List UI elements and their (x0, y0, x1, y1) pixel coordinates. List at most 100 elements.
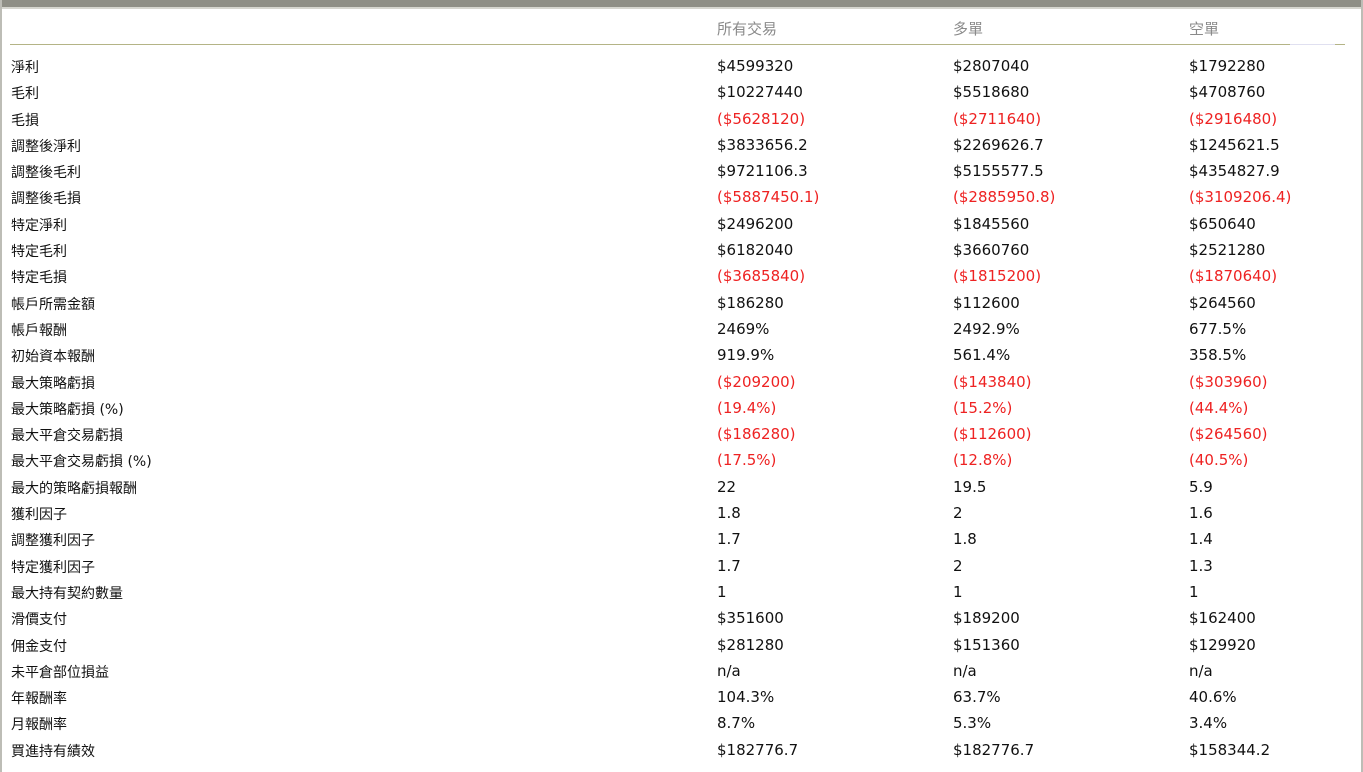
row-label: 調整後淨利 (11, 138, 81, 155)
cell-long-trades: 2492.9% (953, 319, 1020, 338)
cell-all-trades: ($186280) (717, 425, 796, 444)
cell-short-trades: 1.3 (1189, 556, 1213, 575)
cell-long-trades: 63.7% (953, 688, 1001, 707)
window-left-edge (0, 0, 2, 772)
cell-all-trades: 2469% (717, 319, 770, 338)
cell-long-trades: n/a (953, 661, 977, 680)
table-row[interactable]: 調整後毛利 $9721106.3 $5155577.5 $4354827.9 (0, 159, 1363, 185)
table-row[interactable]: 最大持有契約數量 1 1 1 (0, 580, 1363, 606)
column-header-long-trades[interactable]: 多單 (953, 20, 984, 38)
cell-long-trades: 5.3% (953, 714, 992, 733)
cell-long-trades: (12.8%) (953, 451, 1013, 470)
cell-all-trades: ($3685840) (717, 267, 806, 286)
window-right-edge (1361, 0, 1363, 772)
table-row[interactable]: 特定淨利 $2496200 $1845560 $650640 (0, 212, 1363, 238)
cell-all-trades: n/a (717, 661, 741, 680)
row-label: 毛利 (11, 86, 39, 103)
table-row[interactable]: 調整後毛損 ($5887450.1) ($2885950.8) ($3109206.4… (0, 185, 1363, 211)
window-top-border-highlight (0, 7, 1363, 9)
table-row[interactable]: 毛損 ($5628120) ($2711640) ($2916480) (0, 107, 1363, 133)
table-row[interactable]: 特定獲利因子 1.7 2 1.3 (0, 554, 1363, 580)
row-label: 最大平倉交易虧損 (%) (11, 454, 152, 471)
cell-all-trades: $182776.7 (717, 740, 799, 759)
cell-all-trades: 1.8 (717, 504, 741, 523)
cell-long-trades: ($2711640) (953, 109, 1042, 128)
cell-short-trades: 1 (1189, 582, 1199, 601)
performance-table-body: 淨利 $4599320 $2807040 $1792280 毛利 $10227440 $55… (0, 54, 1363, 764)
table-row[interactable]: 毛利 $10227440 $5518680 $4708760 (0, 80, 1363, 106)
row-label: 特定獲利因子 (11, 559, 95, 576)
row-label: 最大的策略虧損報酬 (11, 480, 137, 497)
row-label: 最大策略虧損 (%) (11, 401, 124, 418)
cell-long-trades: ($112600) (953, 425, 1032, 444)
table-row[interactable]: 滑價支付 $351600 $189200 $162400 (0, 606, 1363, 632)
row-label: 特定毛損 (11, 270, 67, 287)
row-label: 月報酬率 (11, 717, 67, 734)
cell-short-trades: $158344.2 (1189, 740, 1271, 759)
table-row[interactable]: 最大策略虧損 ($209200) ($143840) ($303960) (0, 370, 1363, 396)
cell-long-trades: $151360 (953, 635, 1020, 654)
cell-short-trades: $2521280 (1189, 241, 1266, 260)
table-row[interactable]: 帳戶報酬 2469% 2492.9% 677.5% (0, 317, 1363, 343)
row-label: 年報酬率 (11, 691, 67, 708)
row-label: 佣金支付 (11, 638, 67, 655)
table-row[interactable]: 帳戶所需金額 $186280 $112600 $264560 (0, 291, 1363, 317)
row-label: 淨利 (11, 60, 39, 76)
table-row[interactable]: 最大平倉交易虧損 ($186280) ($112600) ($264560) (0, 422, 1363, 448)
row-label: 買進持有績效 (11, 743, 95, 760)
cell-short-trades: n/a (1189, 661, 1213, 680)
cell-all-trades: ($209200) (717, 372, 796, 391)
cell-all-trades: 1.7 (717, 530, 741, 549)
table-row[interactable]: 年報酬率 104.3% 63.7% 40.6% (0, 685, 1363, 711)
table-row[interactable]: 最大平倉交易虧損 (%) (17.5%) (12.8%) (40.5%) (0, 448, 1363, 474)
table-row[interactable]: 未平倉部位損益 n/a n/a n/a (0, 659, 1363, 685)
row-label: 獲利因子 (11, 507, 67, 524)
cell-long-trades: $5155577.5 (953, 162, 1044, 181)
table-row[interactable]: 買進持有績效 $182776.7 $182776.7 $158344.2 (0, 738, 1363, 764)
cell-all-trades: 919.9% (717, 346, 775, 365)
cell-all-trades: ($5887450.1) (717, 188, 820, 207)
table-row[interactable]: 最大的策略虧損報酬 22 19.5 5.9 (0, 475, 1363, 501)
cell-all-trades: $6182040 (717, 241, 794, 260)
cell-long-trades: $182776.7 (953, 740, 1035, 759)
cell-short-trades: $4354827.9 (1189, 162, 1280, 181)
table-row[interactable]: 特定毛損 ($3685840) ($1815200) ($1870640) (0, 264, 1363, 290)
table-row[interactable]: 佣金支付 $281280 $151360 $129920 (0, 633, 1363, 659)
cell-short-trades: 40.6% (1189, 688, 1237, 707)
table-row[interactable]: 最大策略虧損 (%) (19.4%) (15.2%) (44.4%) (0, 396, 1363, 422)
row-label: 帳戶報酬 (11, 322, 67, 339)
window-top-border (0, 0, 1363, 7)
cell-all-trades: $281280 (717, 635, 784, 654)
table-row[interactable]: 調整後淨利 $3833656.2 $2269626.7 $1245621.5 (0, 133, 1363, 159)
table-row[interactable]: 調整獲利因子 1.7 1.8 1.4 (0, 527, 1363, 553)
cell-long-trades: 1 (953, 582, 963, 601)
row-label: 最大平倉交易虧損 (11, 428, 123, 445)
row-label: 調整後毛利 (11, 165, 81, 182)
cell-long-trades: 2 (953, 556, 963, 575)
table-row[interactable]: 月報酬率 8.7% 5.3% 3.4% (0, 711, 1363, 737)
table-row[interactable]: 特定毛利 $6182040 $3660760 $2521280 (0, 238, 1363, 264)
cell-all-trades: 1 (717, 582, 727, 601)
cell-short-trades: ($1870640) (1189, 267, 1278, 286)
row-label: 調整後毛損 (11, 191, 81, 208)
cell-long-trades: $2269626.7 (953, 135, 1044, 154)
cell-long-trades: ($143840) (953, 372, 1032, 391)
column-header-all-trades[interactable]: 所有交易 (717, 20, 778, 38)
cell-all-trades: 104.3% (717, 688, 775, 707)
cell-long-trades: $5518680 (953, 83, 1030, 102)
cell-short-trades: (44.4%) (1189, 398, 1249, 417)
cell-short-trades: ($2916480) (1189, 109, 1278, 128)
table-row[interactable]: 淨利 $4599320 $2807040 $1792280 (0, 54, 1363, 80)
table-row[interactable]: 獲利因子 1.8 2 1.6 (0, 501, 1363, 527)
cell-all-trades: $9721106.3 (717, 162, 808, 181)
table-row[interactable]: 初始資本報酬 919.9% 561.4% 358.5% (0, 343, 1363, 369)
cell-short-trades: $4708760 (1189, 83, 1266, 102)
cell-short-trades: ($303960) (1189, 372, 1268, 391)
cell-short-trades: 1.4 (1189, 530, 1213, 549)
cell-short-trades: 1.6 (1189, 504, 1213, 523)
column-header-short-trades[interactable]: 空單 (1189, 20, 1220, 38)
cell-short-trades: 5.9 (1189, 477, 1213, 496)
row-label: 毛損 (11, 112, 39, 129)
cell-long-trades: $3660760 (953, 241, 1030, 260)
